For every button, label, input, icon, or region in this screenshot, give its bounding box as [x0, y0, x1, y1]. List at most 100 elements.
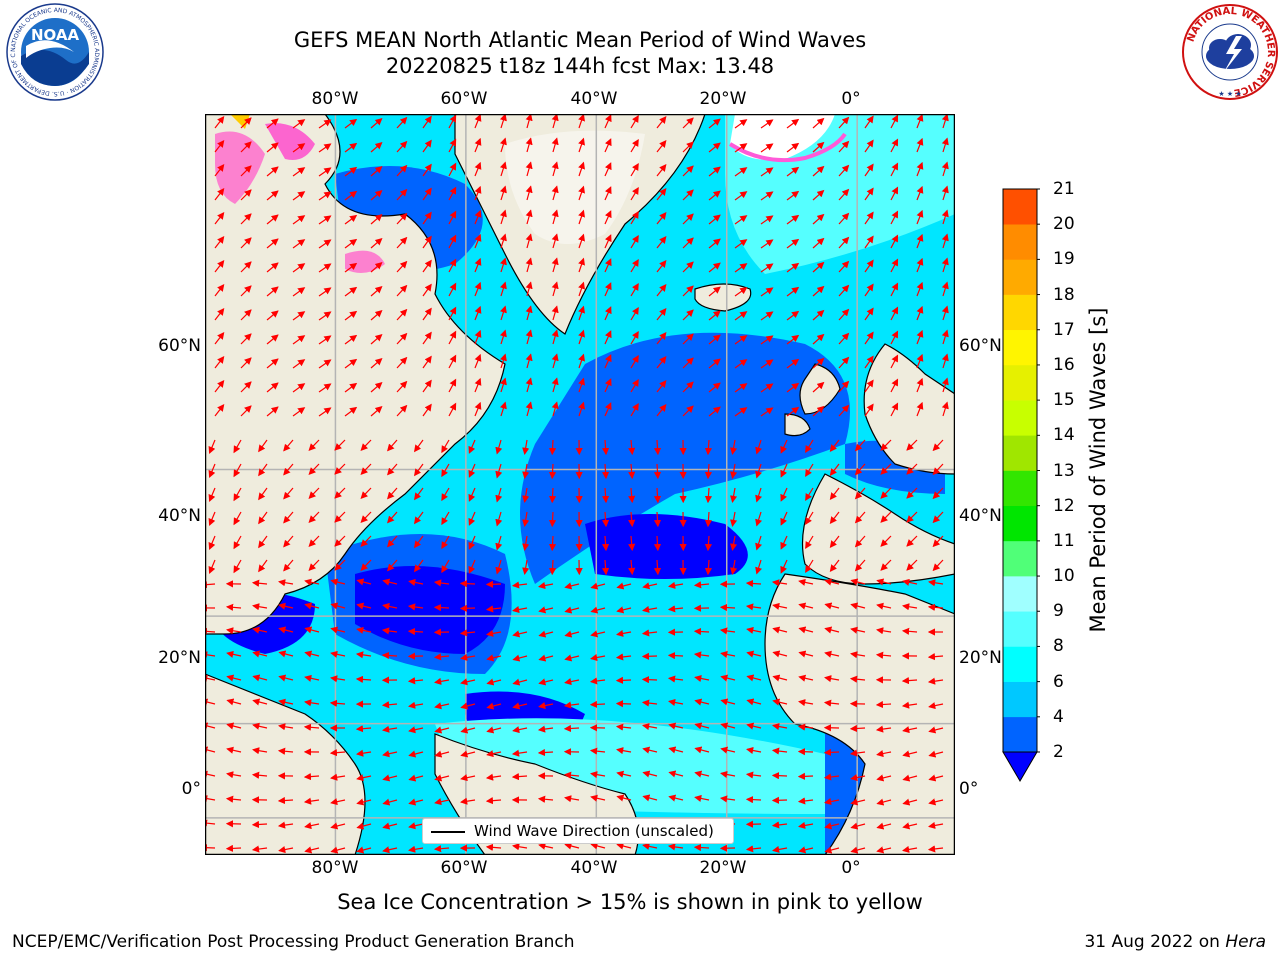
wave-direction-arrow [708, 142, 721, 153]
wave-direction-arrow [864, 283, 874, 297]
wave-direction-arrow [525, 281, 533, 297]
wave-direction-arrow [370, 118, 383, 129]
wave-direction-arrow [906, 463, 918, 475]
wave-direction-arrow [564, 582, 580, 590]
wave-direction-arrow [578, 353, 585, 369]
colorbar-segment [1003, 505, 1037, 542]
wave-direction-arrow [460, 750, 476, 758]
wave-direction-arrow [396, 164, 408, 177]
wave-direction-arrow [292, 239, 306, 249]
colorbar [1002, 188, 1040, 782]
lat-label-right: 20°N [959, 648, 1002, 668]
wave-direction-arrow [382, 602, 398, 610]
wave-direction-arrow [850, 846, 866, 854]
wave-direction-arrow [214, 379, 225, 393]
gridlines [205, 114, 955, 855]
wave-direction-arrow [214, 235, 225, 249]
wave-direction-arrow [344, 262, 358, 273]
wave-direction-arrow [266, 406, 279, 417]
wave-direction-arrow [890, 330, 899, 345]
colorbar-tick-label: 20 [1053, 214, 1075, 235]
wave-direction-arrow [928, 774, 944, 782]
colorbar-tick-label: 17 [1053, 319, 1075, 340]
wave-direction-arrow [407, 677, 424, 685]
wave-direction-arrow [730, 535, 738, 551]
wave-direction-arrow [797, 772, 814, 780]
wave-direction-arrow [413, 511, 424, 525]
wave-direction-arrow [468, 463, 476, 478]
wave-direction-arrow [214, 139, 225, 153]
wave-direction-arrow [434, 702, 450, 710]
wave-direction-arrow [932, 487, 944, 500]
wave-direction-arrow [760, 311, 774, 321]
wave-direction-arrow [941, 233, 949, 249]
wave-direction-arrow [318, 119, 332, 129]
wave-direction-arrow [356, 626, 372, 634]
colorbar-tick-label: 2 [1053, 742, 1064, 762]
wave-direction-arrow [890, 114, 899, 129]
lat-label-left: 20°N [158, 648, 201, 668]
wave-direction-arrow [564, 842, 580, 850]
wave-direction-arrow [538, 581, 554, 590]
wave-direction-arrow [730, 511, 738, 527]
wave-direction-arrow [916, 353, 924, 369]
wave-direction-arrow [928, 726, 944, 734]
wave-direction-arrow [902, 845, 918, 853]
wave-direction-arrow [838, 164, 850, 177]
wave-direction-arrow [283, 559, 294, 572]
wave-direction-arrow [318, 239, 332, 249]
wave-direction-arrow [708, 286, 721, 297]
wave-direction-arrow [708, 262, 721, 273]
wave-direction-arrow [344, 166, 358, 177]
wave-direction-arrow [829, 559, 840, 573]
wave-direction-arrow [226, 698, 242, 706]
wave-direction-arrow [916, 329, 924, 345]
wave-direction-arrow [278, 579, 294, 587]
wave-direction-arrow [902, 726, 918, 734]
wave-direction-arrow [538, 630, 554, 638]
wave-direction-arrow [932, 559, 944, 572]
wave-direction-arrow [932, 439, 944, 452]
wave-direction-arrow [902, 798, 918, 806]
wave-direction-arrow [829, 511, 840, 525]
wave-direction-arrow [370, 310, 383, 321]
wave-direction-arrow [433, 579, 450, 587]
wave-direction-arrow [730, 439, 738, 455]
wave-direction-arrow [746, 698, 762, 706]
colorbar-tick-label: 11 [1053, 530, 1075, 551]
wave-direction-arrow [850, 798, 866, 806]
wave-direction-arrow [512, 702, 528, 710]
noaa-logo: NATIONAL OCEANIC AND ATMOSPHERIC ADMINIS… [1, 0, 106, 106]
colorbar-tick-label: 14 [1053, 425, 1075, 446]
wave-direction-arrow [880, 487, 892, 499]
wave-direction-arrow [334, 535, 346, 547]
wave-direction-arrow [448, 282, 457, 297]
wave-direction-arrow [906, 487, 918, 499]
wave-direction-arrow [824, 797, 840, 806]
wave-direction-arrow [292, 311, 306, 321]
wave-direction-arrow [266, 214, 279, 225]
wave-direction-arrow [746, 746, 762, 755]
wave-direction-arrow [746, 650, 762, 658]
wave-direction-arrow [564, 795, 580, 803]
wave-direction-arrow [344, 214, 358, 225]
wave-direction-arrow [941, 114, 949, 129]
wave-direction-arrow [928, 798, 944, 806]
wave-direction-arrow [642, 723, 658, 731]
wave-direction-arrow [266, 358, 279, 369]
wave-direction-arrow [308, 511, 320, 523]
wave-direction-arrow [522, 487, 530, 503]
wave-direction-arrow [838, 116, 850, 129]
wave-direction-arrow [278, 674, 294, 682]
wave-direction-arrow [277, 796, 294, 805]
wave-direction-arrow [266, 190, 279, 201]
colorbar-tick-label: 12 [1053, 495, 1075, 516]
wave-direction-arrow [434, 677, 450, 685]
wave-direction-arrow [448, 114, 457, 129]
wave-direction-arrow [805, 559, 814, 574]
wave-direction-arrow [252, 722, 268, 730]
wave-direction-arrow [240, 261, 252, 273]
wave-direction-arrow [682, 357, 694, 369]
wave-direction-arrow [292, 191, 306, 201]
wave-direction-arrow [356, 846, 372, 854]
